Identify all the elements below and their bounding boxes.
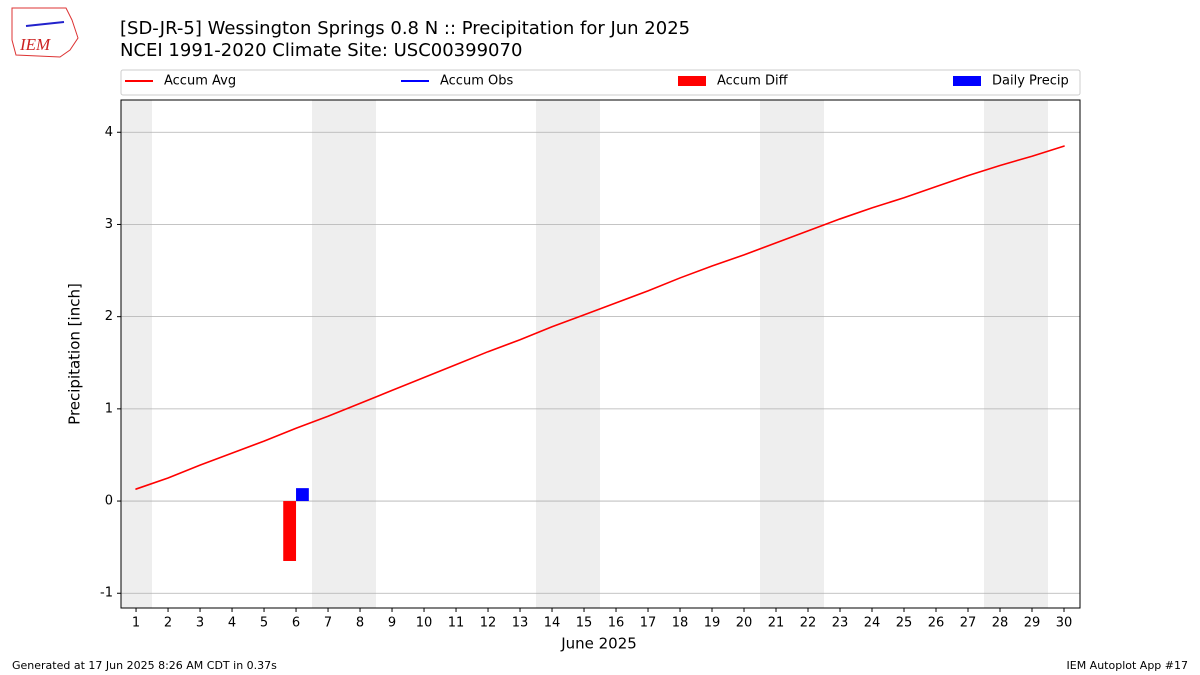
x-tick-label: 2 xyxy=(164,616,172,631)
x-tick-label: 21 xyxy=(768,616,785,631)
logo-outline xyxy=(11,7,79,58)
x-tick-label: 7 xyxy=(324,616,332,631)
x-tick-label: 3 xyxy=(196,616,204,631)
x-tick-label: 23 xyxy=(832,616,849,631)
x-tick-label: 16 xyxy=(608,616,625,631)
line xyxy=(135,145,1065,490)
logo-text: IEM xyxy=(19,35,51,54)
legend-swatch xyxy=(678,76,706,86)
weekend-band xyxy=(312,100,376,608)
x-tick-label: 25 xyxy=(896,616,913,631)
logo: IEM xyxy=(11,7,79,58)
bar xyxy=(283,501,297,561)
legend-box xyxy=(120,69,1081,96)
legend-label: Accum Avg xyxy=(164,74,236,89)
legend-label: Daily Precip xyxy=(992,74,1069,89)
y-tick-label: 3 xyxy=(105,217,113,232)
x-tick-label: 15 xyxy=(576,616,593,631)
legend-label: Accum Diff xyxy=(717,74,789,89)
x-tick-label: 14 xyxy=(544,616,561,631)
x-tick-label: 27 xyxy=(960,616,977,631)
x-tick-label: 12 xyxy=(480,616,497,631)
y-tick-label: -1 xyxy=(100,586,113,601)
y-tick-label: 0 xyxy=(105,494,113,509)
x-tick-label: 9 xyxy=(388,616,396,631)
x-axis-label: June 2025 xyxy=(560,635,637,653)
weekend-band xyxy=(536,100,600,608)
x-tick-label: 1 xyxy=(132,616,140,631)
x-tick-label: 8 xyxy=(356,616,364,631)
weekend-band xyxy=(760,100,824,608)
x-tick-label: 11 xyxy=(448,616,465,631)
x-tick-label: 13 xyxy=(512,616,529,631)
x-tick-label: 19 xyxy=(704,616,721,631)
plot-frame xyxy=(120,99,1081,609)
y-axis-label: Precipitation [inch] xyxy=(66,283,84,425)
weekend-shading xyxy=(121,100,1048,608)
x-tick-label: 20 xyxy=(736,616,753,631)
y-tick-label: 4 xyxy=(105,125,113,140)
chart-subtitle: NCEI 1991-2020 Climate Site: USC00399070 xyxy=(120,40,522,61)
x-tick-label: 10 xyxy=(416,616,433,631)
footer-left: Generated at 17 Jun 2025 8:26 AM CDT in … xyxy=(12,659,277,672)
x-tick-label: 29 xyxy=(1024,616,1041,631)
bar xyxy=(296,488,309,502)
y-tick-label: 2 xyxy=(105,309,113,324)
y-tick-label: 1 xyxy=(105,401,113,416)
x-tick-label: 24 xyxy=(864,616,881,631)
logo-icon xyxy=(25,21,65,27)
legend-swatch xyxy=(953,76,981,86)
x-tick-label: 5 xyxy=(260,616,268,631)
footer-right: IEM Autoplot App #17 xyxy=(1067,659,1189,672)
x-tick-label: 26 xyxy=(928,616,945,631)
x-tick-label: 18 xyxy=(672,616,689,631)
x-tick-label: 30 xyxy=(1056,616,1073,631)
x-tick-label: 17 xyxy=(640,616,657,631)
x-tick-label: 22 xyxy=(800,616,817,631)
x-tick-label: 28 xyxy=(992,616,1009,631)
x-tick-label: 6 xyxy=(292,616,300,631)
x-tick-label: 4 xyxy=(228,616,236,631)
chart-title: [SD-JR-5] Wessington Springs 0.8 N :: Pr… xyxy=(120,18,690,39)
weekend-band xyxy=(121,100,152,608)
weekend-band xyxy=(984,100,1048,608)
legend-label: Accum Obs xyxy=(440,74,513,89)
